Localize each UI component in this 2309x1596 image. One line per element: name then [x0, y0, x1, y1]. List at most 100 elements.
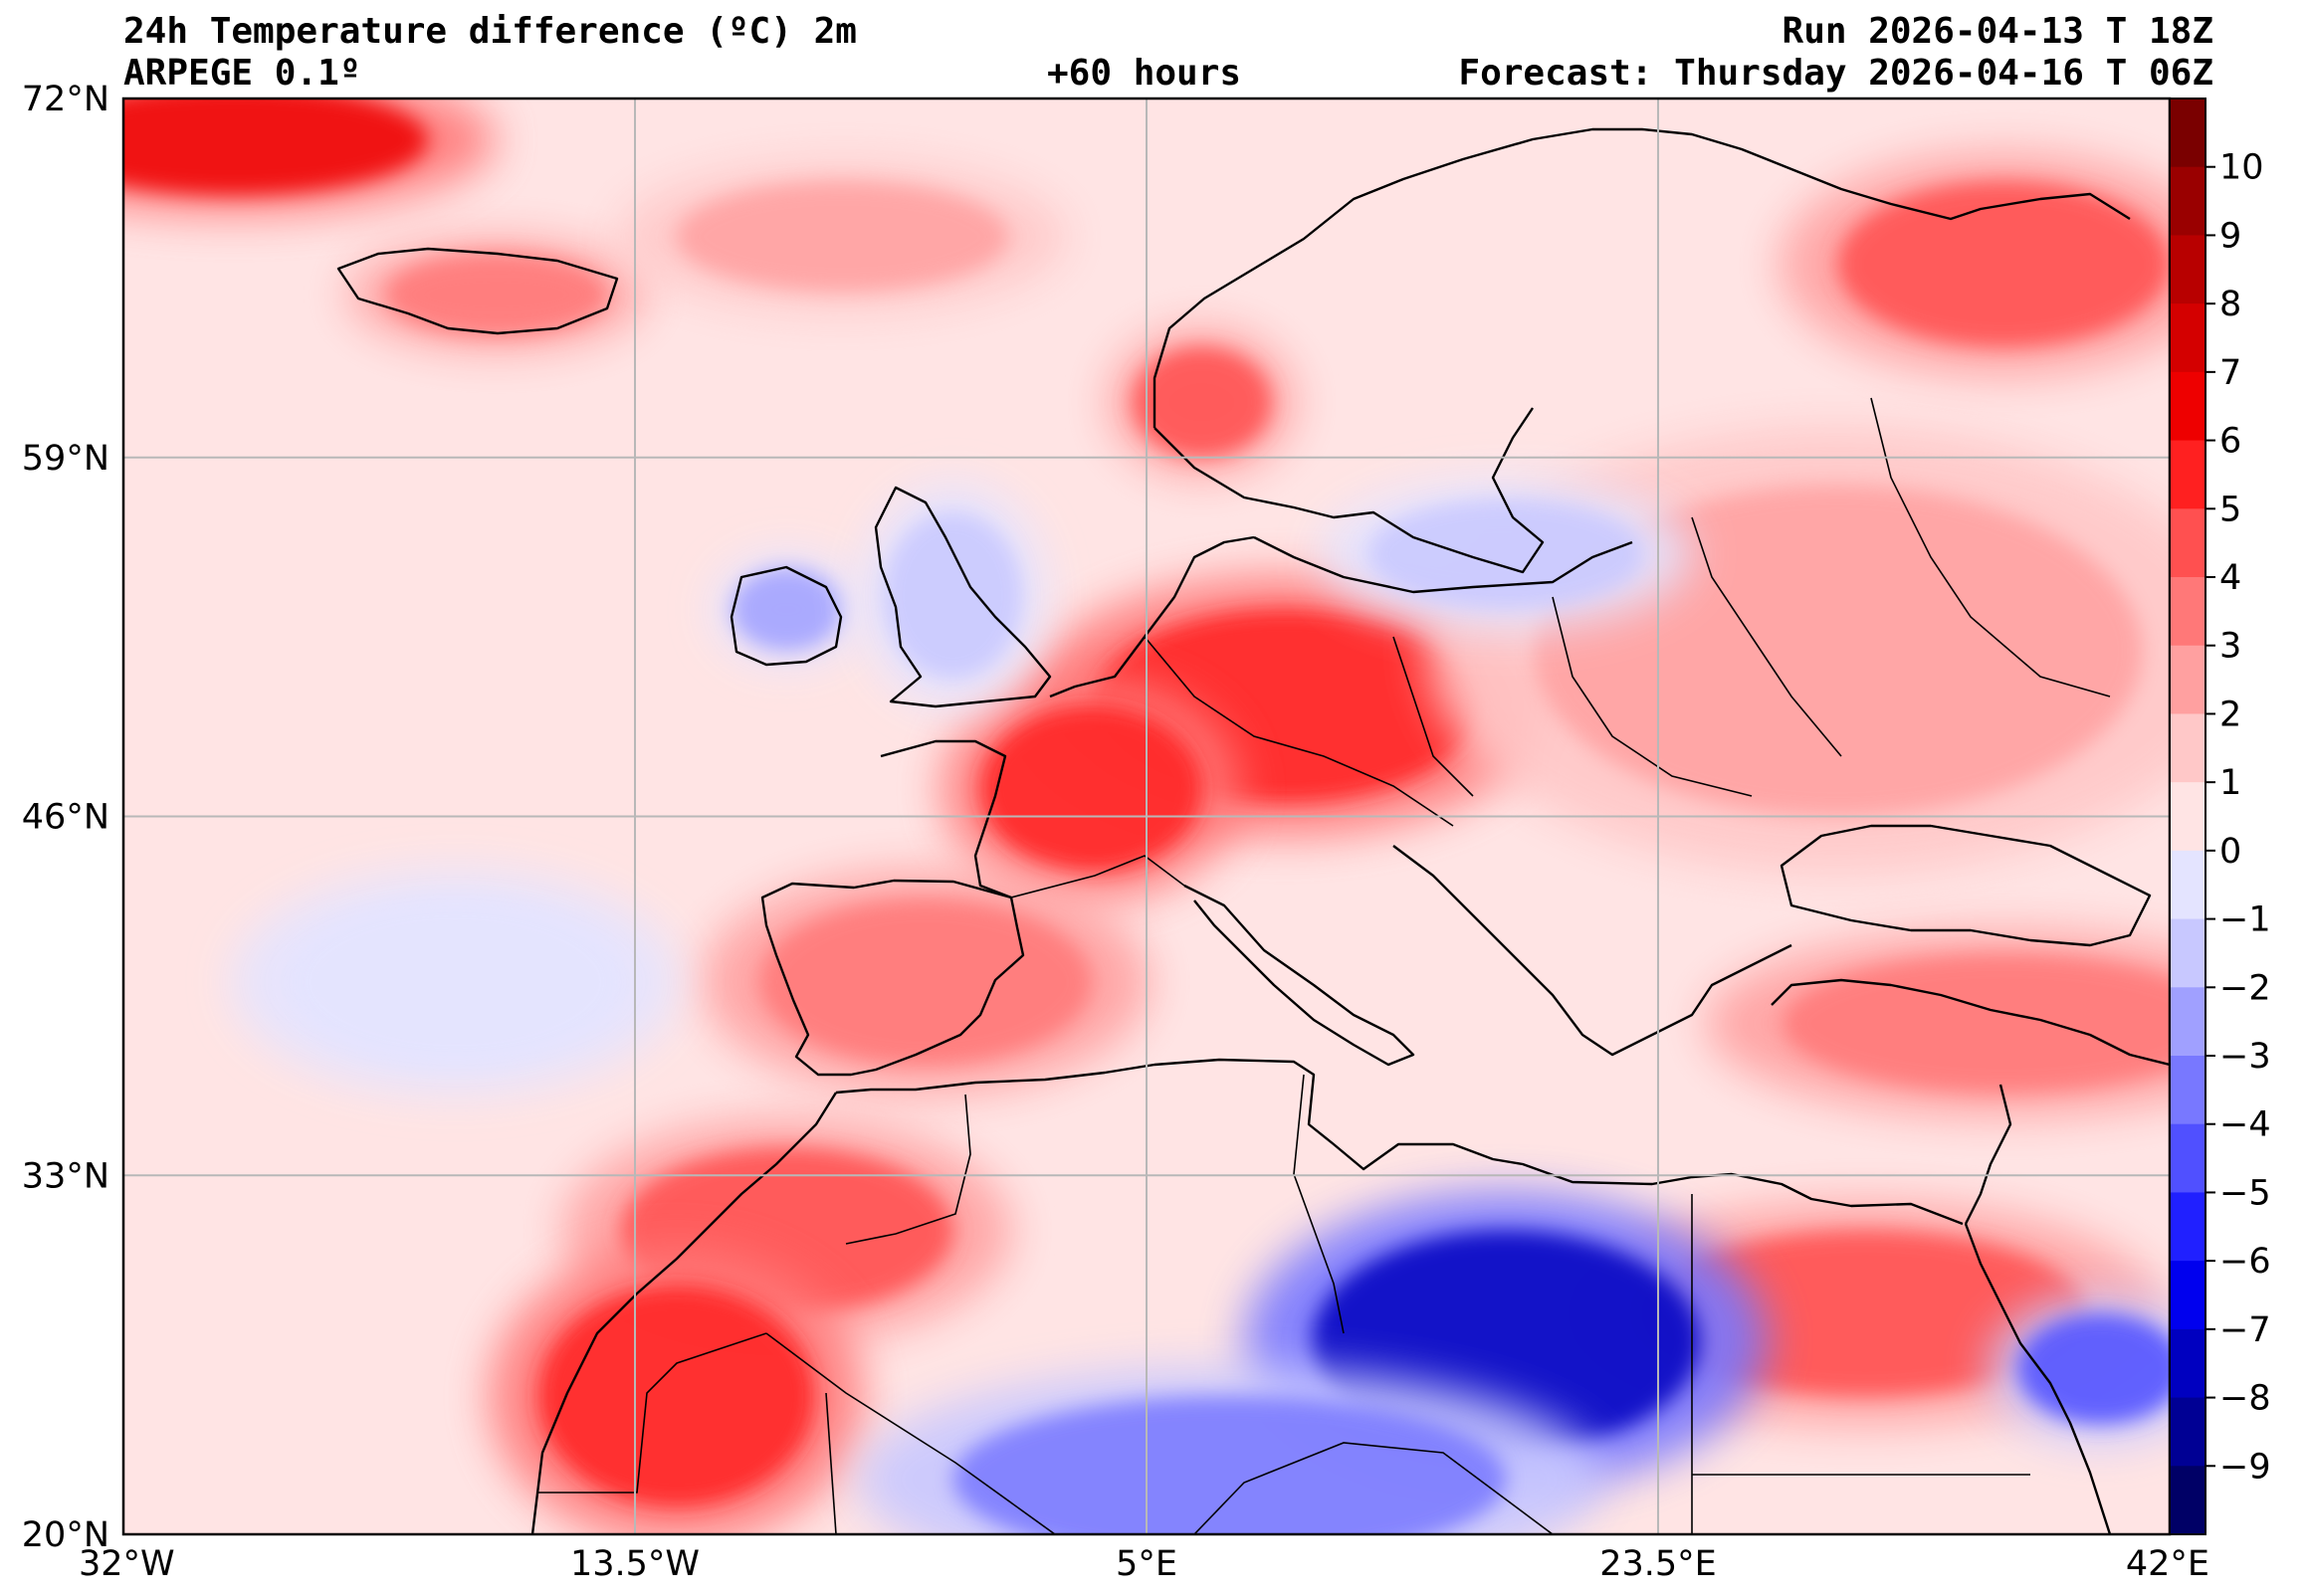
- colorbar-swatch: [2170, 1397, 2205, 1467]
- run-label: Run 2026-04-13 T 18Z: [1782, 11, 2213, 52]
- colorbar-label: 5: [2219, 490, 2241, 529]
- x-tick-label: 42°E: [2126, 1544, 2209, 1584]
- field-core-iberia-warm: [759, 898, 1092, 1066]
- colorbar-swatch: [2170, 440, 2205, 509]
- field-core-norway-warm: [1133, 346, 1272, 458]
- colorbar-swatch: [2170, 1466, 2205, 1535]
- coastline-france: [880, 739, 1012, 899]
- x-tick-label: 13.5°W: [570, 1544, 700, 1584]
- colorbar-swatch: [2170, 166, 2205, 236]
- forecast-label: Forecast: Thursday 2026-04-16 T 06Z: [1458, 53, 2213, 94]
- colorbar-swatch: [2170, 508, 2205, 578]
- field-core-baltic-cold: [1367, 499, 1645, 610]
- colorbar-swatch: [2170, 782, 2205, 852]
- coastline-africa-west: [530, 1092, 838, 1534]
- field-core-western-sahara-warm: [537, 1286, 815, 1507]
- colorbar-swatch: [2170, 303, 2205, 373]
- field-core-atlantic-cold: [289, 898, 622, 1066]
- field-core-greenland-warm: [123, 99, 428, 196]
- coastline-ireland: [730, 565, 843, 667]
- colorbar-label: −6: [2219, 1242, 2271, 1282]
- colorbar-swatch: [2170, 1056, 2205, 1125]
- country-borders: [537, 397, 2111, 1534]
- colorbar-label: 4: [2219, 558, 2241, 598]
- field-core-atlantic-warm-patch: [676, 181, 1009, 293]
- field-core-turkey-warm: [1783, 954, 2170, 1093]
- border-line: [1293, 1074, 1345, 1334]
- colorbar-label: −8: [2219, 1379, 2271, 1419]
- colorbar-label: −9: [2219, 1447, 2271, 1487]
- coastline-italy: [1183, 884, 1415, 1067]
- colorbar-swatch: [2170, 713, 2205, 783]
- coastline-scandinavia-south: [1154, 407, 1545, 574]
- colorbar-label: 6: [2219, 422, 2241, 462]
- coastline-africa-north: [835, 1058, 1964, 1226]
- coastline-iceland: [336, 247, 619, 335]
- colorbar-label: 8: [2219, 285, 2241, 324]
- border-line: [1552, 596, 1753, 797]
- colorbar-label: 7: [2219, 353, 2241, 393]
- field-core-france-warm: [980, 705, 1202, 872]
- border-line: [1144, 636, 1454, 827]
- border-line: [825, 1392, 837, 1534]
- colorbar-swatch: [2170, 987, 2205, 1057]
- x-tick-label: 5°E: [1116, 1544, 1177, 1584]
- y-axis: 72°N 59°N 46°N 33°N 20°N: [22, 80, 109, 1555]
- colorbar-label: −7: [2219, 1310, 2271, 1350]
- colorbar-label: 0: [2219, 832, 2241, 872]
- colorbar-swatch: [2170, 850, 2205, 920]
- colorbar-swatch: [2170, 1328, 2205, 1399]
- x-axis: 32°W 13.5°W 5°E 23.5°E 42°E: [79, 1544, 2209, 1584]
- colorbar-label: 1: [2219, 763, 2241, 803]
- border-line: [1392, 636, 1474, 797]
- colorbar-swatch: [2170, 577, 2205, 647]
- colorbar-label: −5: [2219, 1173, 2271, 1213]
- field-core-iceland-warm: [385, 253, 608, 336]
- graticule: [123, 99, 2170, 1534]
- y-tick-label: 46°N: [22, 798, 109, 838]
- border-line: [1870, 397, 2111, 698]
- colorbar-frame: [2169, 98, 2206, 1535]
- coastline-britain: [874, 486, 1052, 708]
- field-core-russia-warm: [1837, 181, 2170, 347]
- colorbar-swatch: [2170, 1123, 2205, 1193]
- border-line: [537, 1332, 767, 1494]
- field-core-britain-cold: [884, 512, 1022, 679]
- lead-time-label: +60 hours: [1047, 53, 1242, 94]
- x-tick-label: 23.5°E: [1599, 1544, 1717, 1584]
- map-area: [123, 99, 2170, 1534]
- y-tick-label: 59°N: [22, 439, 109, 479]
- border-line: [1193, 1442, 1554, 1534]
- colorbar-swatch: [2170, 99, 2205, 168]
- colorbar-label: −1: [2219, 900, 2271, 940]
- colorbar-label: 9: [2219, 216, 2241, 256]
- border-line: [765, 1332, 1056, 1534]
- coastlines: [336, 127, 2170, 1534]
- coastline-levant: [1964, 1084, 2012, 1225]
- coastline-red-sea: [1964, 1223, 2112, 1534]
- y-tick-label: 20°N: [22, 1515, 109, 1555]
- coastline-black-sea: [1780, 824, 2152, 947]
- field-core-saudi-cold: [2017, 1313, 2170, 1424]
- y-tick-label: 72°N: [22, 80, 109, 119]
- coastline-balkans: [1392, 845, 1792, 1057]
- coastline-baltic: [1253, 535, 1633, 594]
- colorbar-swatch: [2170, 918, 2205, 988]
- x-tick-label: 32°W: [79, 1544, 175, 1584]
- colorbar-swatch: [2170, 645, 2205, 714]
- coastline-europe-west: [1049, 535, 1255, 698]
- colorbar-swatch: [2170, 1192, 2205, 1262]
- chart-title: 24h Temperature difference (ºC) 2m: [123, 11, 857, 52]
- colorbar-swatch: [2170, 1261, 2205, 1330]
- colorbar-label: 10: [2219, 148, 2264, 188]
- field-core-sahara-cold: [952, 1396, 1507, 1534]
- border-line: [1691, 516, 1842, 757]
- colorbar-swatch: [2170, 371, 2205, 442]
- colorbar-label: −3: [2219, 1037, 2271, 1077]
- colorbar-label: −4: [2219, 1105, 2271, 1145]
- y-tick-label: 33°N: [22, 1156, 109, 1196]
- colorbar-label: 3: [2219, 627, 2241, 667]
- border-line: [845, 1094, 971, 1245]
